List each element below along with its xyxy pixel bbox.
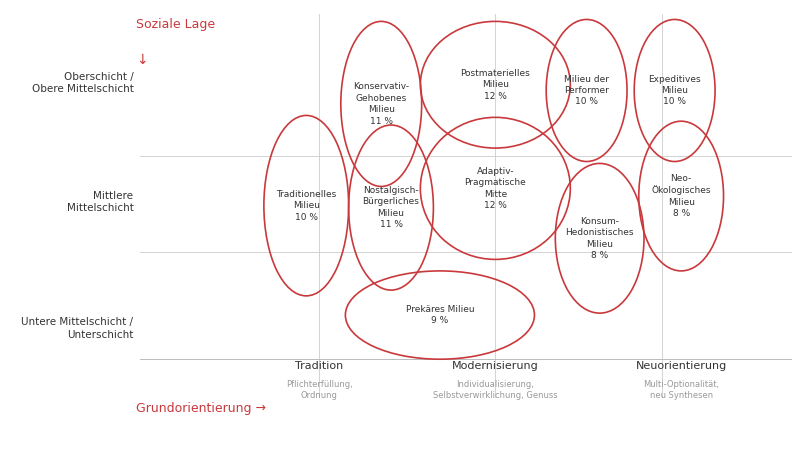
Text: Expeditives
Milieu
10 %: Expeditives Milieu 10 %: [648, 74, 701, 106]
Text: Adaptiv-
Pragmatische
Mitte
12 %: Adaptiv- Pragmatische Mitte 12 %: [465, 167, 526, 210]
Text: Traditionelles
Milieu
10 %: Traditionelles Milieu 10 %: [276, 190, 336, 222]
Text: Prekäres Milieu
9 %: Prekäres Milieu 9 %: [406, 305, 474, 325]
Text: Oberschicht /
Obere Mittelschicht: Oberschicht / Obere Mittelschicht: [32, 72, 134, 94]
Text: Pflichterfüllung,
Ordnung: Pflichterfüllung, Ordnung: [286, 380, 353, 400]
Text: Neuorientierung: Neuorientierung: [635, 361, 726, 371]
Text: Soziale Lage: Soziale Lage: [136, 18, 215, 31]
Text: Grundorientierung →: Grundorientierung →: [136, 402, 266, 415]
Text: Tradition: Tradition: [295, 361, 343, 371]
Text: Nostalgisch-
Bürgerliches
Milieu
11 %: Nostalgisch- Bürgerliches Milieu 11 %: [362, 186, 419, 229]
Text: Konsum-
Hedonistisches
Milieu
8 %: Konsum- Hedonistisches Milieu 8 %: [566, 217, 634, 260]
Text: Konservativ-
Gehobenes
Milieu
11 %: Konservativ- Gehobenes Milieu 11 %: [353, 82, 410, 126]
Text: Modernisierung: Modernisierung: [452, 361, 538, 371]
Text: Individualisierung,
Selbstverwirklichung, Genuss: Individualisierung, Selbstverwirklichung…: [433, 380, 558, 400]
Text: Multi-Optionalität,
neu Synthesen: Multi-Optionalität, neu Synthesen: [643, 380, 719, 400]
Text: Mittlere
Mittelschicht: Mittlere Mittelschicht: [66, 191, 134, 213]
Text: Neo-
Ökologisches
Milieu
8 %: Neo- Ökologisches Milieu 8 %: [651, 174, 711, 218]
Text: Milieu der
Performer
10 %: Milieu der Performer 10 %: [564, 74, 609, 106]
Text: Postmaterielles
Milieu
12 %: Postmaterielles Milieu 12 %: [461, 69, 530, 101]
Text: ↓: ↓: [136, 53, 148, 67]
Text: Untere Mittelschicht /
Unterschicht: Untere Mittelschicht / Unterschicht: [22, 317, 134, 340]
